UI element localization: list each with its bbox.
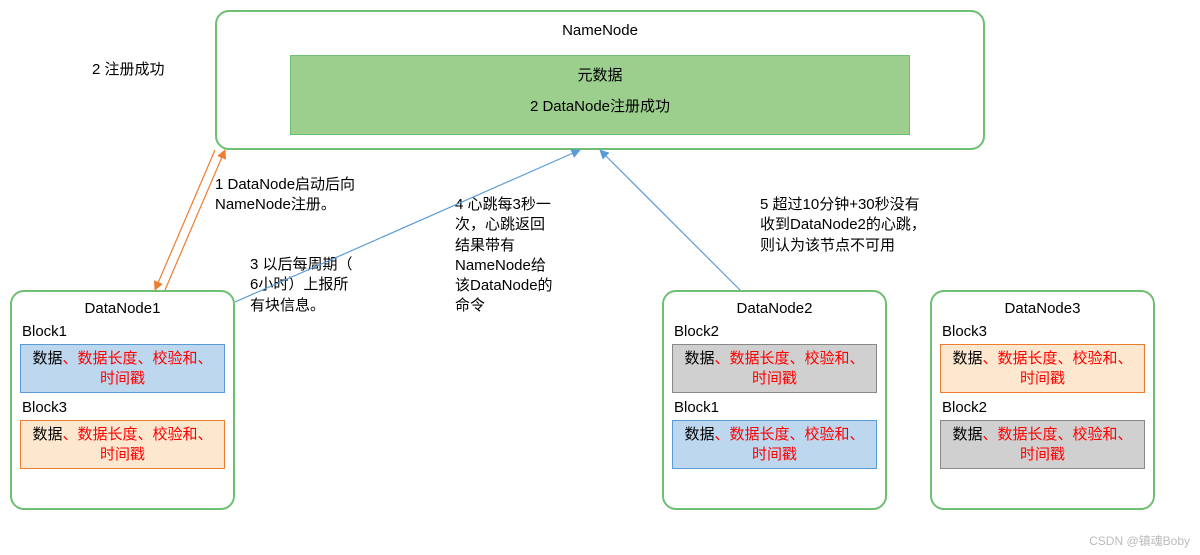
block-data-label: 数据: [684, 426, 714, 443]
annotation-1: 1 DataNode启动后向NameNode注册。: [215, 175, 355, 216]
block-data-label: 数据: [952, 350, 982, 367]
separator: 、: [790, 426, 805, 443]
separator: 、: [138, 350, 153, 367]
block-red-field: 校验和: [153, 350, 198, 367]
block-box: 数据、数据长度、校验和、时间戳: [672, 344, 877, 393]
block-label: Block2: [674, 323, 885, 340]
separator: 、: [790, 350, 805, 367]
metadata-box: 元数据 2 DataNode注册成功: [290, 55, 910, 135]
datanode-box: DataNode2Block2数据、数据长度、校验和、时间戳Block1数据、数…: [662, 290, 887, 510]
datanode-box: DataNode3Block3数据、数据长度、校验和、时间戳Block2数据、数…: [930, 290, 1155, 510]
block-data-label: 数据: [32, 350, 62, 367]
block-red-field: 时间戳: [1020, 370, 1065, 387]
watermark: CSDN @镇魂Boby: [1089, 532, 1190, 549]
namenode-title: NameNode: [217, 22, 983, 39]
datanode-box: DataNode1Block1数据、数据长度、校验和、时间戳Block3数据、数…: [10, 290, 235, 510]
block-red-field: 校验和: [805, 350, 850, 367]
block-label: Block3: [942, 323, 1153, 340]
block-red-field: 校验和: [1073, 350, 1118, 367]
block-label: Block1: [674, 399, 885, 416]
block-label: Block3: [22, 399, 233, 416]
separator: 、: [1118, 426, 1133, 443]
block-data-label: 数据: [952, 426, 982, 443]
block-red-field: 数据长度: [997, 426, 1057, 443]
datanode-title: DataNode2: [664, 300, 885, 317]
annotation-5: 5 超过10分钟+30秒没有收到DataNode2的心跳，则认为该节点不可用: [760, 195, 926, 256]
orange-up: [165, 150, 225, 290]
block-box: 数据、数据长度、校验和、时间戳: [940, 420, 1145, 469]
block-red-field: 时间戳: [100, 370, 145, 387]
separator: 、: [1058, 426, 1073, 443]
block-red-field: 数据长度: [77, 426, 137, 443]
block-red-field: 时间戳: [1020, 446, 1065, 463]
separator: 、: [714, 350, 729, 367]
block-red-field: 时间戳: [752, 446, 797, 463]
separator: 、: [714, 426, 729, 443]
block-data-label: 数据: [32, 426, 62, 443]
block-red-field: 数据长度: [729, 426, 789, 443]
block-label: Block2: [942, 399, 1153, 416]
separator: 、: [982, 426, 997, 443]
metadata-line2: 2 DataNode注册成功: [291, 95, 909, 116]
orange-down: [155, 150, 215, 290]
separator: 、: [1118, 350, 1133, 367]
blue-right: [600, 150, 740, 290]
datanode-title: DataNode3: [932, 300, 1153, 317]
annotation-reg-success: 2 注册成功: [92, 60, 165, 80]
block-red-field: 数据长度: [997, 350, 1057, 367]
separator: 、: [198, 350, 213, 367]
metadata-line1: 元数据: [291, 64, 909, 85]
separator: 、: [62, 426, 77, 443]
block-box: 数据、数据长度、校验和、时间戳: [940, 344, 1145, 393]
block-red-field: 数据长度: [729, 350, 789, 367]
block-red-field: 数据长度: [77, 350, 137, 367]
block-box: 数据、数据长度、校验和、时间戳: [20, 344, 225, 393]
block-red-field: 校验和: [1073, 426, 1118, 443]
separator: 、: [138, 426, 153, 443]
separator: 、: [198, 426, 213, 443]
block-red-field: 校验和: [805, 426, 850, 443]
separator: 、: [62, 350, 77, 367]
annotation-3: 3 以后每周期（6小时）上报所有块信息。: [250, 255, 353, 316]
block-red-field: 时间戳: [752, 370, 797, 387]
separator: 、: [982, 350, 997, 367]
separator: 、: [850, 426, 865, 443]
block-data-label: 数据: [684, 350, 714, 367]
block-red-field: 时间戳: [100, 446, 145, 463]
separator: 、: [1058, 350, 1073, 367]
block-box: 数据、数据长度、校验和、时间戳: [20, 420, 225, 469]
block-box: 数据、数据长度、校验和、时间戳: [672, 420, 877, 469]
annotation-4: 4 心跳每3秒一次，心跳返回结果带有NameNode给该DataNode的命令: [455, 195, 553, 317]
separator: 、: [850, 350, 865, 367]
block-red-field: 校验和: [153, 426, 198, 443]
datanode-title: DataNode1: [12, 300, 233, 317]
block-label: Block1: [22, 323, 233, 340]
